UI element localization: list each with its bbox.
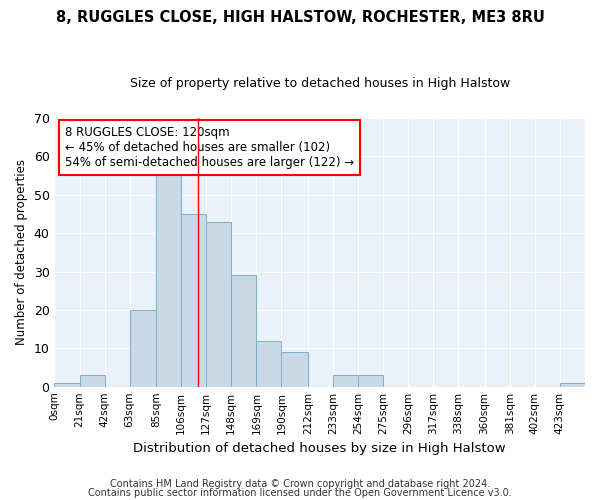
Y-axis label: Number of detached properties: Number of detached properties <box>15 160 28 346</box>
Bar <box>281 352 308 386</box>
Bar <box>80 375 104 386</box>
Text: 8, RUGGLES CLOSE, HIGH HALSTOW, ROCHESTER, ME3 8RU: 8, RUGGLES CLOSE, HIGH HALSTOW, ROCHESTE… <box>56 10 544 25</box>
X-axis label: Distribution of detached houses by size in High Halstow: Distribution of detached houses by size … <box>133 442 506 455</box>
Text: Contains HM Land Registry data © Crown copyright and database right 2024.: Contains HM Land Registry data © Crown c… <box>110 479 490 489</box>
Bar <box>560 383 585 386</box>
Bar <box>358 375 383 386</box>
Bar <box>231 276 256 386</box>
Bar <box>206 222 231 386</box>
Bar <box>256 340 281 386</box>
Text: Contains public sector information licensed under the Open Government Licence v3: Contains public sector information licen… <box>88 488 512 498</box>
Bar <box>130 310 156 386</box>
Bar <box>156 164 181 386</box>
Bar <box>181 214 206 386</box>
Bar <box>333 375 358 386</box>
Title: Size of property relative to detached houses in High Halstow: Size of property relative to detached ho… <box>130 78 510 90</box>
Text: 8 RUGGLES CLOSE: 120sqm
← 45% of detached houses are smaller (102)
54% of semi-d: 8 RUGGLES CLOSE: 120sqm ← 45% of detache… <box>65 126 354 169</box>
Bar <box>55 383 80 386</box>
